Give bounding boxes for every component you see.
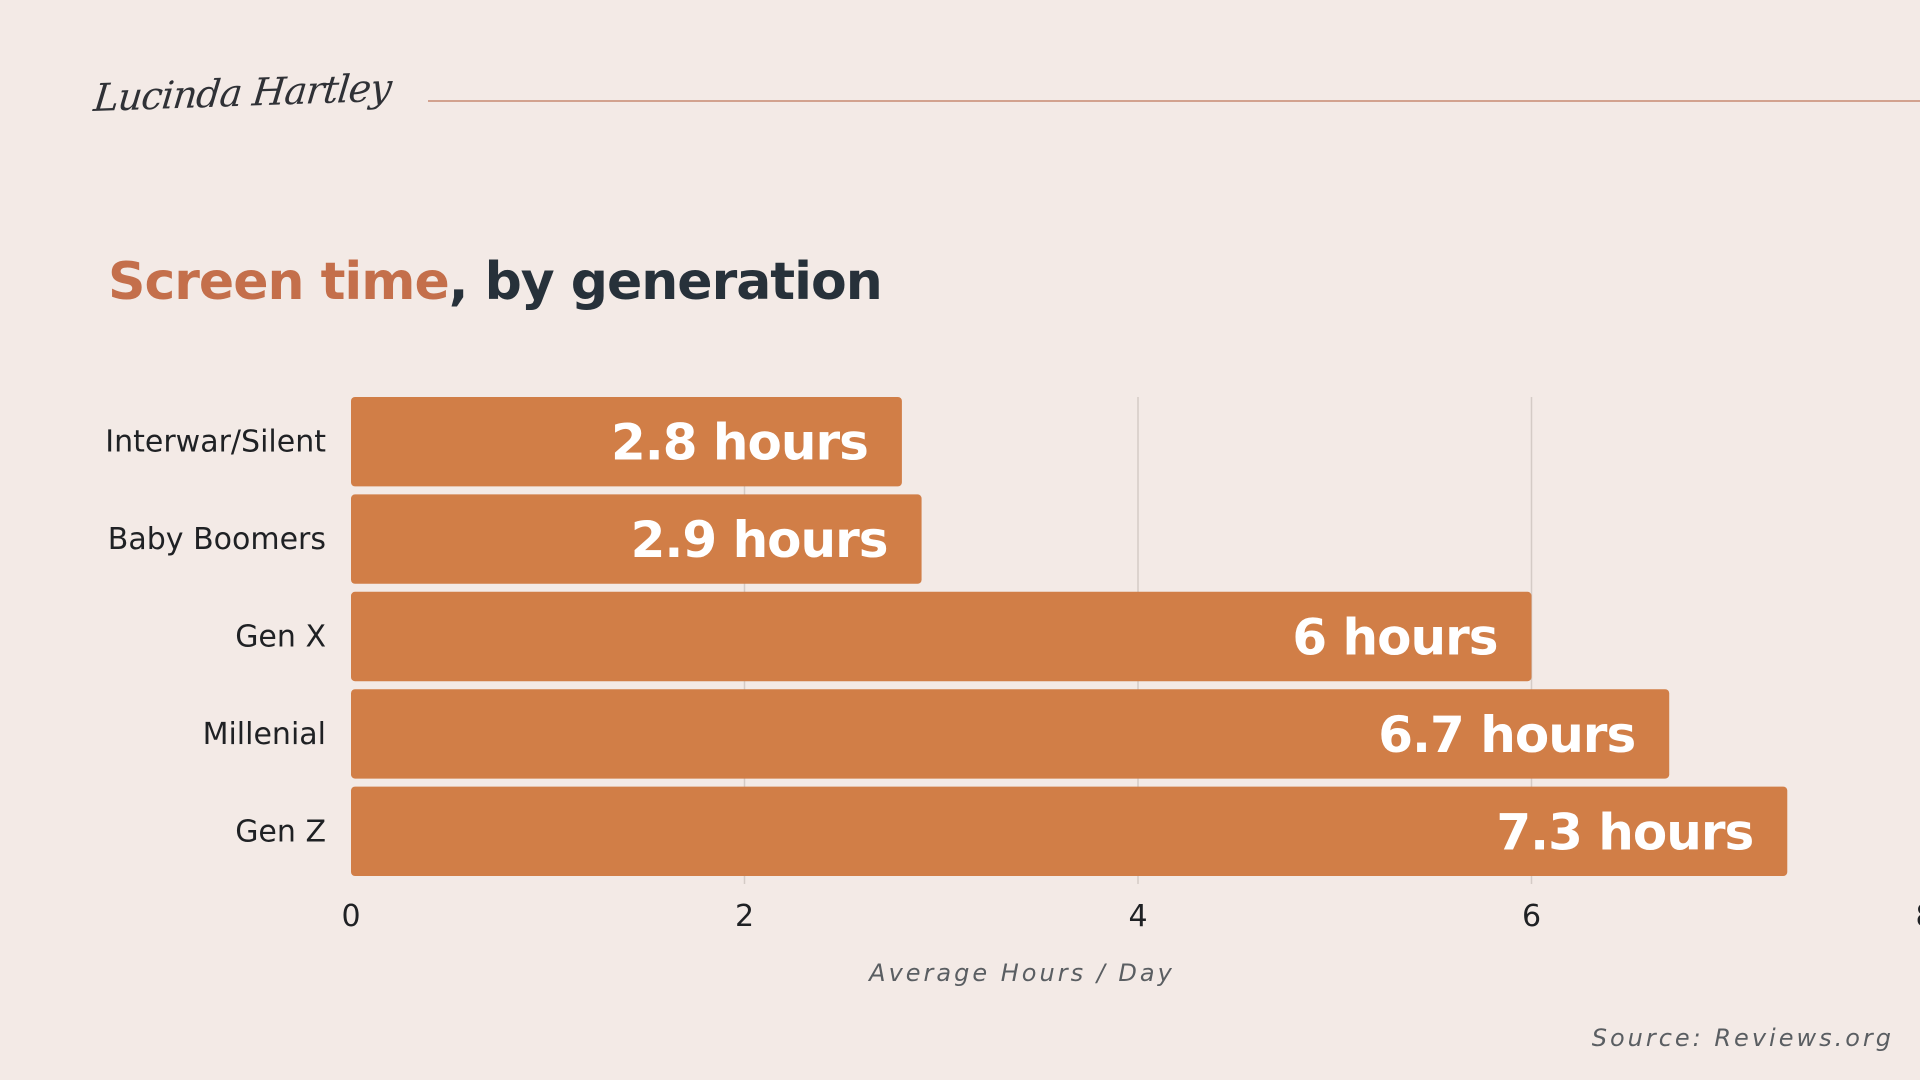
chart-title-accent: Screen time xyxy=(108,252,450,312)
bar xyxy=(351,494,922,584)
category-label: Interwar/Silent xyxy=(105,425,326,460)
data-label: 7.3 hours xyxy=(1496,803,1753,861)
chart-title-rest: , by generation xyxy=(448,252,883,312)
data-label: 6.7 hours xyxy=(1378,706,1635,764)
data-label: 2.8 hours xyxy=(611,414,868,472)
x-tick-label: 0 xyxy=(341,899,360,934)
category-label: Millenial xyxy=(203,717,326,752)
x-tick-label: 2 xyxy=(735,899,754,934)
x-tick-label: 4 xyxy=(1128,899,1147,934)
header-divider xyxy=(428,100,1920,102)
bar xyxy=(351,786,1788,876)
data-label: 2.9 hours xyxy=(631,511,888,569)
category-label: Gen Z xyxy=(235,814,326,849)
x-tick-label: 6 xyxy=(1522,899,1541,934)
category-label: Gen X xyxy=(235,620,326,655)
category-label: Baby Boomers xyxy=(108,522,326,557)
source-note: Source: Reviews.org xyxy=(1591,1024,1894,1052)
bar xyxy=(351,397,902,487)
bar xyxy=(351,689,1670,779)
chart-title: Screen time, by generation xyxy=(108,252,883,312)
bar xyxy=(351,591,1532,682)
data-label: 6 hours xyxy=(1292,609,1497,667)
x-axis-label: Average Hours / Day xyxy=(867,959,1175,987)
x-tick-label: 8 xyxy=(1915,899,1920,934)
